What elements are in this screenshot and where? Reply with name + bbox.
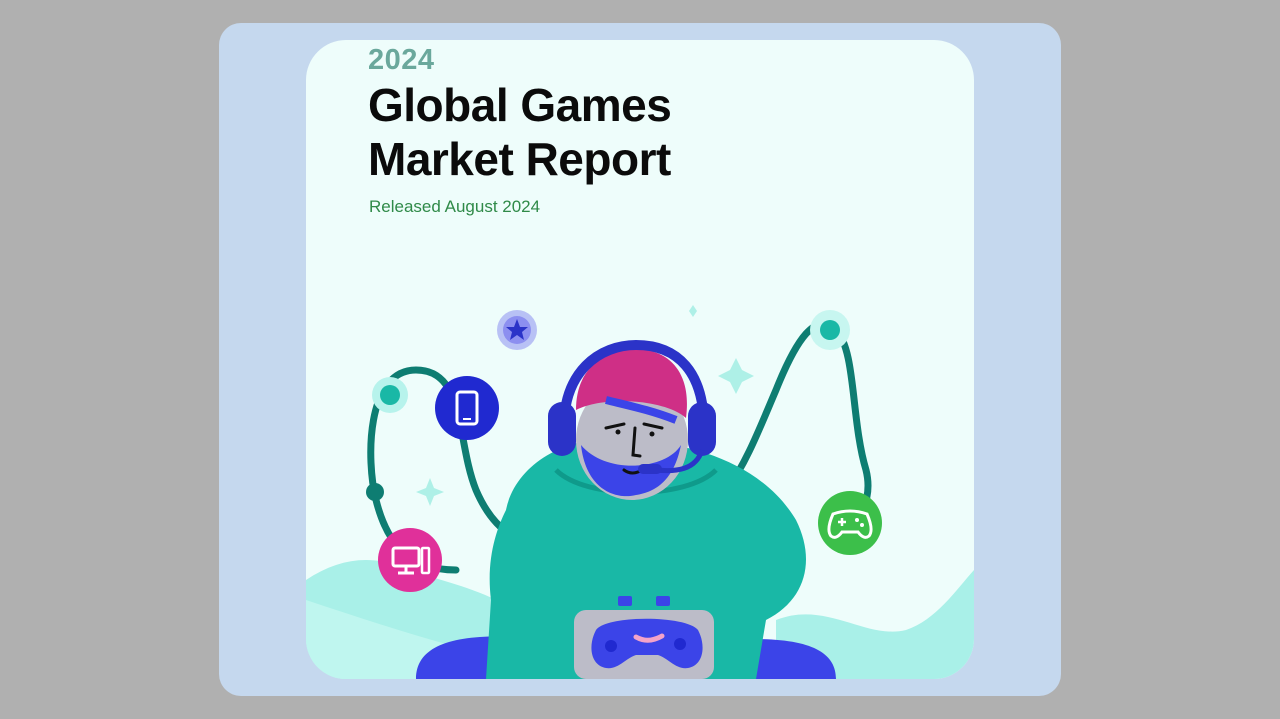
- gamepad-icon: [818, 491, 882, 555]
- report-title: Global Games Market Report: [368, 79, 672, 185]
- gamer-turban: [576, 349, 687, 418]
- sparkle-icon: [718, 358, 754, 394]
- gamer-head: [576, 349, 688, 500]
- desktop-computer-icon: [378, 528, 442, 592]
- gamer-illustration: [306, 305, 974, 679]
- report-cover: 2024 Global Games Market Report Released…: [306, 40, 974, 679]
- release-date: Released August 2024: [369, 197, 541, 216]
- report-year: 2024: [368, 44, 435, 76]
- gamer-hoodie: [486, 438, 806, 679]
- controller-icon: [574, 596, 714, 679]
- star-icon: [497, 310, 537, 350]
- headset-icon: [548, 339, 716, 474]
- smartphone-icon: [435, 376, 499, 440]
